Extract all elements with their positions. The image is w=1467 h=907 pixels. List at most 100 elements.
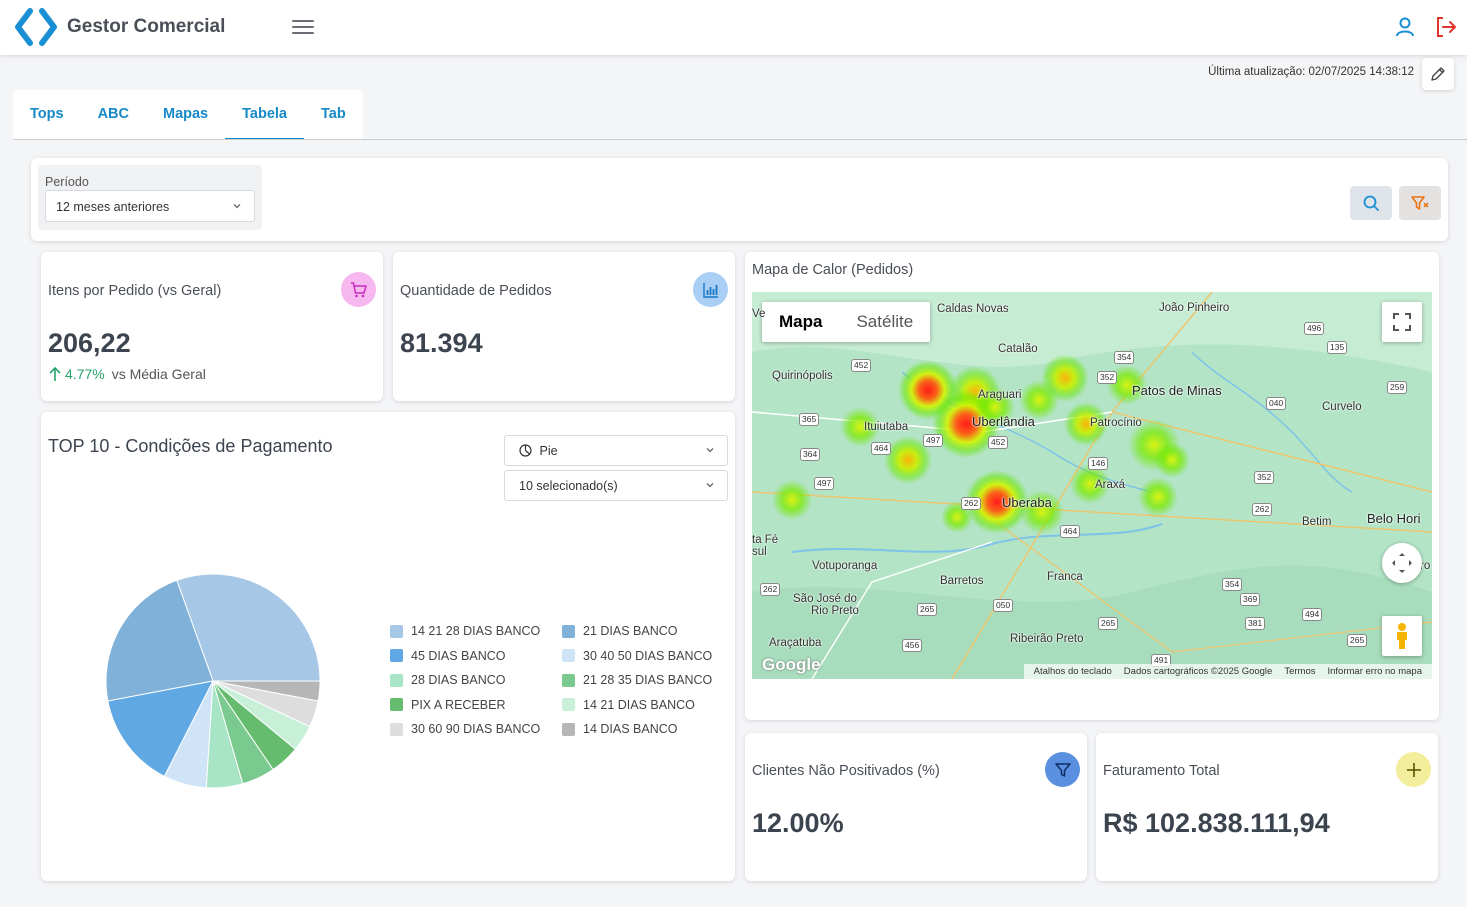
map-view[interactable]: Mapa Satélite Caldas Novas João Pinheiro… (752, 292, 1432, 679)
legend-label: 14 21 DIAS BANCO (583, 697, 695, 712)
road-shield: 381 (1245, 617, 1266, 630)
map-city-label: Curvelo (1322, 401, 1362, 413)
chart-type-value: Pie (539, 444, 558, 458)
series-selection-select[interactable]: 10 selecionado(s) (504, 470, 728, 501)
road-shield: 050 (993, 599, 1014, 612)
tab-tab[interactable]: Tab (320, 106, 346, 122)
map-city-label: Patos de Minas (1132, 383, 1222, 398)
pie-slice[interactable] (105, 579, 214, 702)
user-icon[interactable] (1393, 15, 1417, 39)
legend-item[interactable]: 14 21 28 DIAS BANCO (390, 624, 540, 638)
map-city-label: Ribeirão Preto (1010, 633, 1084, 645)
legend-swatch (390, 624, 403, 638)
chevron-down-icon (233, 204, 241, 209)
pie-slice[interactable] (107, 680, 214, 778)
legend-swatch (390, 722, 403, 736)
tabs-divider (13, 139, 1467, 140)
map-city-label: Betim (1302, 516, 1332, 528)
road-shield: 146 (1088, 457, 1109, 470)
periodo-select[interactable]: 12 meses anteriores (45, 190, 255, 222)
map-city-label: Araçatuba (769, 637, 822, 649)
map-city-label: Ituiutaba (864, 421, 909, 433)
legend-item[interactable]: 14 DIAS BANCO (562, 722, 677, 736)
chart-title: TOP 10 - Condições de Pagamento (48, 436, 333, 456)
map-city-label: Uberlândia (972, 414, 1035, 429)
road-shield: 452 (851, 359, 872, 372)
road-shield: 494 (1302, 608, 1323, 621)
tab-mapas[interactable]: Mapas (162, 106, 209, 122)
road-shield: 369 (1240, 593, 1261, 606)
map-city-label: Araxá (1095, 479, 1126, 491)
pie-slice[interactable] (212, 680, 321, 702)
road-shield: 262 (760, 583, 781, 596)
map-city-label: Barretos (940, 575, 984, 587)
road-shield: 464 (1060, 525, 1081, 538)
pie-chart (105, 573, 321, 789)
map-pan-control[interactable] (1382, 543, 1422, 583)
map-city-label: Patrocínio (1090, 417, 1142, 429)
map-city-label: Araguari (978, 389, 1022, 401)
map-city-label: Uberaba (1002, 495, 1052, 510)
tab-abc[interactable]: ABC (97, 106, 129, 122)
legend-item[interactable]: PIX A RECEBER (390, 698, 505, 712)
pan-arrows-icon (1392, 553, 1412, 573)
pie-slice[interactable] (176, 573, 321, 682)
map-city-label: ta Fé (752, 534, 779, 546)
legend-swatch (390, 673, 403, 687)
legend-item[interactable]: 21 28 35 DIAS BANCO (562, 673, 712, 687)
menu-toggle-icon[interactable] (292, 17, 314, 37)
clear-filter-button[interactable] (1399, 186, 1441, 220)
road-shield: 262 (1252, 503, 1273, 516)
map-city-label: Franca (1047, 571, 1083, 583)
road-shield: 259 (1387, 381, 1408, 394)
map-title: Mapa de Calor (Pedidos) (752, 262, 914, 278)
legend-item[interactable]: 30 40 50 DIAS BANCO (562, 649, 712, 663)
map-report-error-link[interactable]: Informar erro no mapa (1327, 666, 1422, 677)
legend-label: 30 40 50 DIAS BANCO (583, 648, 713, 663)
chevron-down-icon (706, 483, 714, 488)
legend-label: 28 DIAS BANCO (411, 673, 506, 687)
legend-label: 30 60 90 DIAS BANCO (411, 722, 541, 736)
kpi-faturamento-total-card: Faturamento Total R$ 102.838.111,94 (1096, 733, 1438, 881)
road-shield: 365 (799, 413, 820, 426)
edit-button[interactable] (1422, 58, 1454, 90)
map-type-mapa[interactable]: Mapa (779, 312, 823, 331)
google-logo: Google (762, 655, 821, 674)
tab-bar: Tops ABC Mapas Tabela Tab (13, 90, 363, 140)
road-shield: 040 (1266, 397, 1287, 410)
periodo-value: 12 meses anteriores (56, 200, 170, 214)
filter-card: Período 12 meses anteriores (31, 158, 1448, 241)
fullscreen-icon (1393, 313, 1411, 331)
legend-item[interactable]: 21 DIAS BANCO (562, 624, 677, 638)
map-city-label: São José do (793, 593, 857, 605)
trend-percent: 4.77% (65, 366, 105, 382)
search-button[interactable] (1350, 186, 1392, 220)
legend-item[interactable]: 30 60 90 DIAS BANCO (390, 722, 540, 736)
map-city-label: Belo Hori (1367, 511, 1421, 526)
arrow-up-icon (49, 366, 61, 381)
legend-item[interactable]: 45 DIAS BANCO (390, 649, 505, 663)
map-keyboard-shortcuts-link[interactable]: Atalhos do teclado (1033, 666, 1112, 677)
tab-tabela[interactable]: Tabela (225, 90, 304, 140)
kpi-quantidade-pedidos-card: Quantidade de Pedidos 81.394 (393, 252, 735, 401)
map-terms-link[interactable]: Termos (1284, 666, 1316, 677)
street-view-button[interactable] (1382, 616, 1422, 656)
road-shield: 464 (871, 442, 892, 455)
legend-swatch (562, 722, 575, 736)
shopping-cart-icon (341, 272, 376, 307)
filter-clear-icon (1411, 196, 1429, 210)
logout-icon[interactable] (1434, 15, 1458, 39)
bar-chart-icon (693, 272, 728, 307)
legend-item[interactable]: 28 DIAS BANCO (390, 673, 505, 687)
kpi-title: Quantidade de Pedidos (400, 283, 552, 299)
chart-type-select[interactable]: Pie (504, 435, 728, 466)
road-shield: 452 (988, 436, 1009, 449)
map-type-satelite[interactable]: Satélite (856, 312, 914, 331)
periodo-label: Período (45, 175, 89, 189)
legend-item[interactable]: 14 21 DIAS BANCO (562, 698, 695, 712)
road-shield: 497 (923, 434, 944, 447)
fullscreen-button[interactable] (1382, 302, 1422, 342)
tab-tops[interactable]: Tops (30, 106, 64, 122)
periodo-filter: Período 12 meses anteriores (38, 165, 262, 230)
legend-label: PIX A RECEBER (411, 697, 506, 712)
